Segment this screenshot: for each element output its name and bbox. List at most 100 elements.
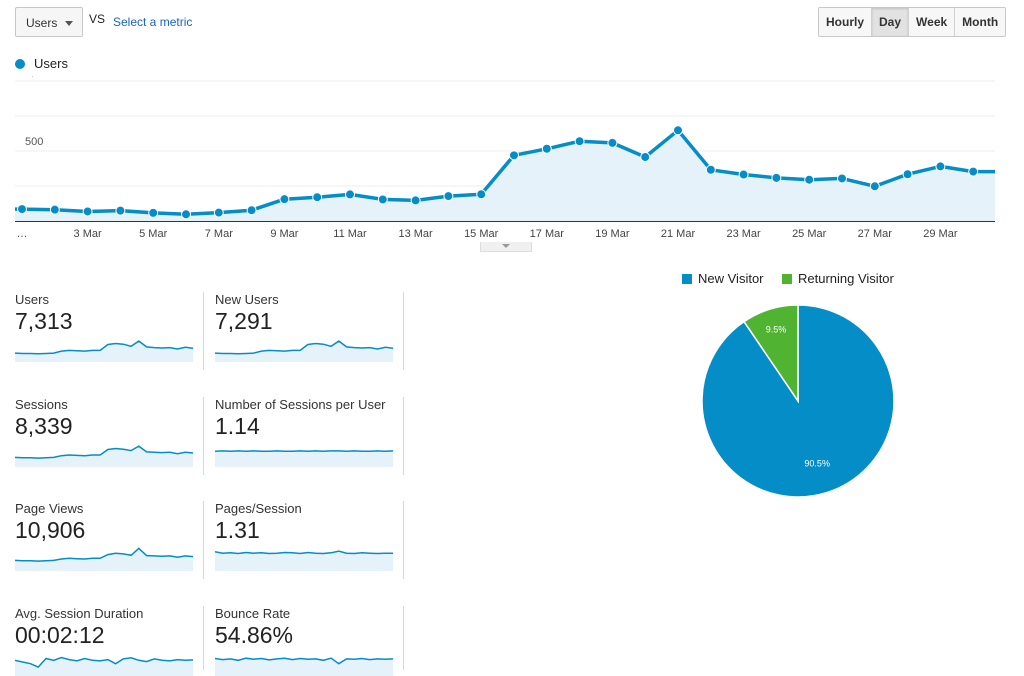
metric-select-value: Users: [26, 16, 57, 30]
x-tick-label: 7 Mar: [205, 228, 233, 240]
data-point[interactable]: [247, 206, 256, 215]
divider: [203, 292, 204, 370]
x-tick-label: 17 Mar: [530, 228, 565, 240]
series-area: [15, 130, 995, 221]
scorecard-value: 7,313: [15, 308, 73, 335]
data-point[interactable]: [444, 192, 453, 201]
x-tick-label: 5 Mar: [139, 228, 167, 240]
data-point[interactable]: [477, 190, 486, 199]
scorecard-title: Avg. Session Duration: [15, 606, 143, 621]
data-point[interactable]: [969, 167, 978, 176]
hourly-button[interactable]: Hourly: [819, 8, 871, 36]
data-point[interactable]: [149, 208, 158, 217]
data-point[interactable]: [313, 193, 322, 202]
scorecard-value: 1.31: [215, 517, 260, 544]
pie-legend-label: Returning Visitor: [798, 271, 894, 286]
data-point[interactable]: [805, 175, 814, 184]
sparkline-area: [15, 446, 193, 467]
week-button[interactable]: Week: [908, 8, 954, 36]
sparkline-area: [215, 658, 393, 676]
scorecard-value: 1.14: [215, 413, 260, 440]
data-point[interactable]: [739, 170, 748, 179]
metric-select[interactable]: Users: [15, 7, 83, 37]
sparkline: [15, 650, 193, 676]
data-point[interactable]: [542, 144, 551, 153]
sparkline: [215, 545, 393, 571]
granularity-toggle: Hourly Day Week Month: [818, 7, 1006, 37]
scorecard-value: 8,339: [15, 413, 73, 440]
data-point[interactable]: [936, 162, 945, 171]
x-tick-label: 21 Mar: [661, 228, 696, 240]
scorecard-title: Page Views: [15, 501, 83, 516]
sparkline-area: [215, 551, 393, 571]
scorecard-title: New Users: [215, 292, 279, 307]
data-point[interactable]: [83, 207, 92, 216]
legend-dot-icon: [15, 59, 25, 69]
scorecard-value: 10,906: [15, 517, 85, 544]
data-point[interactable]: [510, 151, 519, 160]
data-point[interactable]: [18, 205, 27, 214]
chart-legend: Users: [15, 56, 68, 71]
x-tick-label: 29 Mar: [923, 228, 958, 240]
pie-legend-new: New Visitor: [682, 271, 764, 286]
sparkline-area: [215, 451, 393, 467]
data-point[interactable]: [838, 174, 847, 183]
sparkline-area: [15, 341, 193, 362]
x-tick-label: 11 Mar: [333, 228, 367, 240]
data-point[interactable]: [50, 205, 59, 214]
data-point[interactable]: [903, 170, 912, 179]
data-point[interactable]: [674, 126, 683, 135]
data-point[interactable]: [772, 173, 781, 182]
y-tick-label: 500: [25, 136, 43, 148]
divider: [203, 606, 204, 670]
x-tick-label: 25 Mar: [792, 228, 827, 240]
data-point[interactable]: [641, 153, 650, 162]
triangle-down-icon: [502, 244, 510, 248]
scorecard-title: Sessions: [15, 397, 68, 412]
x-tick-label: 9 Mar: [270, 228, 298, 240]
data-point[interactable]: [870, 182, 879, 191]
sparkline-line: [215, 551, 393, 553]
divider: [403, 606, 404, 670]
pie-slice-label: 9.5%: [766, 324, 787, 334]
scorecard-title: Bounce Rate: [215, 606, 290, 621]
select-metric-link[interactable]: Select a metric: [113, 15, 192, 29]
sparkline: [215, 441, 393, 467]
data-point[interactable]: [346, 190, 355, 199]
data-point[interactable]: [575, 137, 584, 146]
x-tick-label: 15 Mar: [464, 228, 499, 240]
pie-slice-label: 90.5%: [804, 458, 830, 468]
sparkline: [15, 545, 193, 571]
chart-collapse-handle[interactable]: [480, 242, 532, 252]
divider: [203, 397, 204, 475]
sparkline-area: [215, 341, 393, 362]
scorecard-value: 54.86%: [215, 622, 293, 649]
scorecard-title: Pages/Session: [215, 501, 302, 516]
scorecard-title: Number of Sessions per User: [215, 397, 386, 412]
x-tick-label: 13 Mar: [398, 228, 433, 240]
x-tick-label: 27 Mar: [858, 228, 893, 240]
chevron-down-icon: [65, 21, 73, 26]
month-button[interactable]: Month: [954, 8, 1005, 36]
scorecard-title: Users: [15, 292, 49, 307]
day-button[interactable]: Day: [871, 8, 908, 36]
x-tick-label: 3 Mar: [74, 228, 102, 240]
data-point[interactable]: [706, 165, 715, 174]
data-point[interactable]: [608, 138, 617, 147]
data-point[interactable]: [214, 208, 223, 217]
sparkline: [15, 336, 193, 362]
data-point[interactable]: [411, 196, 420, 205]
pie-legend-returning: Returning Visitor: [782, 271, 894, 286]
divider: [203, 501, 204, 579]
visitor-pie-chart: 90.5% 9.5%: [700, 303, 896, 499]
data-point[interactable]: [182, 210, 191, 219]
sparkline-area: [15, 548, 193, 571]
data-point[interactable]: [378, 195, 387, 204]
legend-swatch-icon: [682, 274, 692, 284]
data-point[interactable]: [116, 206, 125, 215]
pie-legend-label: New Visitor: [698, 271, 764, 286]
x-tick-label: 19 Mar: [595, 228, 630, 240]
vs-label: VS: [89, 12, 105, 26]
data-point[interactable]: [280, 195, 289, 204]
